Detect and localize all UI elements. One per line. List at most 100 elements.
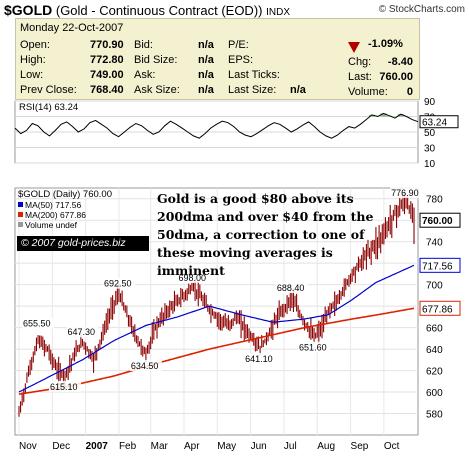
x-tick-label: Mar [151,441,169,452]
price-tick-label: 660 [426,324,443,335]
value-box-label: 760.00 [422,216,453,227]
open-label: Open: [20,39,50,51]
annotation-bg [66,326,99,338]
bid-size-value: n/a [198,54,214,66]
price-annotation-label: 647.30 [67,327,95,337]
price-annotation-label: 692.50 [104,279,132,289]
high-label: High: [20,54,46,66]
rsi-tick-label: 50 [424,128,436,139]
annotation-bg [275,282,308,294]
x-tick-label: Jul [284,441,297,452]
annotation-bg [177,271,210,283]
last-size-value: n/a [290,84,306,96]
value-box [419,212,461,228]
last-size-label: Last Size: [228,84,277,96]
prev-close-value: 768.40 [90,84,124,96]
x-tick-label: Feb [119,441,137,452]
chart-header: $GOLD (Gold - Continuous Contract (EOD))… [4,2,290,18]
ask-value: n/a [198,69,214,81]
bid-size-label: Bid Size: [134,54,178,66]
legend-label: MA(50) 717.56 [25,200,81,210]
price-tick-label: 620 [426,367,443,378]
rsi-tick-label: 10 [424,159,436,170]
symbol: $GOLD [4,2,53,18]
value-box-label: 717.56 [422,261,453,272]
last-value: 760.00 [379,71,413,83]
volume-label: Volume: [348,86,388,98]
price-annotation-label: 698.00 [178,273,206,283]
annotation-bg [129,359,162,371]
x-tick-label: Sep [351,441,369,452]
rsi-line [14,112,419,139]
down-arrow-icon [348,42,360,53]
price-tick-label: 640 [426,345,443,356]
ma200-line [18,307,415,395]
price-annotation-label: 641.10 [245,354,273,364]
rsi-title: RSI(14) 63.24 [19,102,78,113]
x-tick-label: Dec [52,441,70,452]
exchange: INDX [266,7,291,18]
price-tick-label: 580 [426,410,443,421]
value-box-label: 677.86 [422,304,453,315]
x-tick-label: Aug [317,441,335,452]
annotation-bg [244,352,277,364]
volume-value: 0 [406,86,413,98]
rsi-tick-label: 90 [424,97,436,108]
annotation-bg [102,277,135,289]
price-annotation-label: 688.40 [277,283,305,293]
rsi-current-box [419,115,459,129]
legend-swatch [18,202,23,207]
price-annotation-label: 776.90 [391,188,419,198]
x-tick-label: Oct [384,441,400,452]
annotation-bg [390,187,423,199]
last-ticks-label: Last Ticks: [228,69,280,81]
prev-close-label: Prev Close: [20,84,77,96]
x-tick-label: Nov [19,441,37,452]
quote-panel: Monday 22-Oct-2007 Open: 770.90 Bid: n/a… [15,18,420,100]
last-label: Last: [348,71,372,83]
legend-swatch [18,212,23,217]
price-title: $GOLD (Daily) 760.00 [18,189,112,200]
rsi-tick-label: 30 [424,144,436,155]
price-annotation-label: 634.50 [131,361,159,371]
rsi-current-label: 63.24 [422,118,447,129]
value-box [419,300,461,316]
ask-size-value: n/a [198,84,214,96]
ask-label: Ask: [134,69,156,81]
annotation-bg [298,341,331,353]
site-label: © StockCharts.com [378,4,465,15]
open-value: 770.90 [90,39,124,51]
rsi-overbought-fill [368,113,404,117]
eps-label: EPS: [228,54,254,66]
price-tick-label: 740 [426,238,443,249]
chg-label: Chg: [348,56,372,68]
pe-label: P/E: [228,39,249,51]
x-tick-label: Jun [251,441,267,452]
annotation-note: Gold is a good $80 above its 200dma and … [157,191,374,278]
price-annotation-label: 655.50 [23,318,51,328]
ma50-line [18,264,415,393]
value-box [419,257,461,273]
x-tick-label: Apr [184,441,200,452]
high-value: 772.80 [90,54,124,66]
description: (Gold - Continuous Contract (EOD)) [55,3,263,18]
change-percent: -1.09% [368,38,403,50]
ask-size-label: Ask Size: [134,84,180,96]
price-tick-label: 700 [426,281,443,292]
annotation-bg [22,317,55,329]
quote-date: Monday 22-Oct-2007 [20,22,124,34]
annotation-bg [49,380,82,392]
bid-label: Bid: [134,39,153,51]
x-tick-label: 2007 [86,441,109,452]
legend-label: MA(200) 677.86 [25,210,86,220]
low-value: 749.00 [90,69,124,81]
low-label: Low: [20,69,44,81]
bid-value: n/a [198,39,214,51]
price-annotation-label: 615.10 [50,382,78,392]
legend-label: Volume undef [25,220,78,230]
price-annotation-label: 651.60 [299,343,327,353]
chg-value: -8.40 [387,56,413,68]
price-tick-label: 780 [426,195,443,206]
x-tick-label: May [217,441,236,452]
